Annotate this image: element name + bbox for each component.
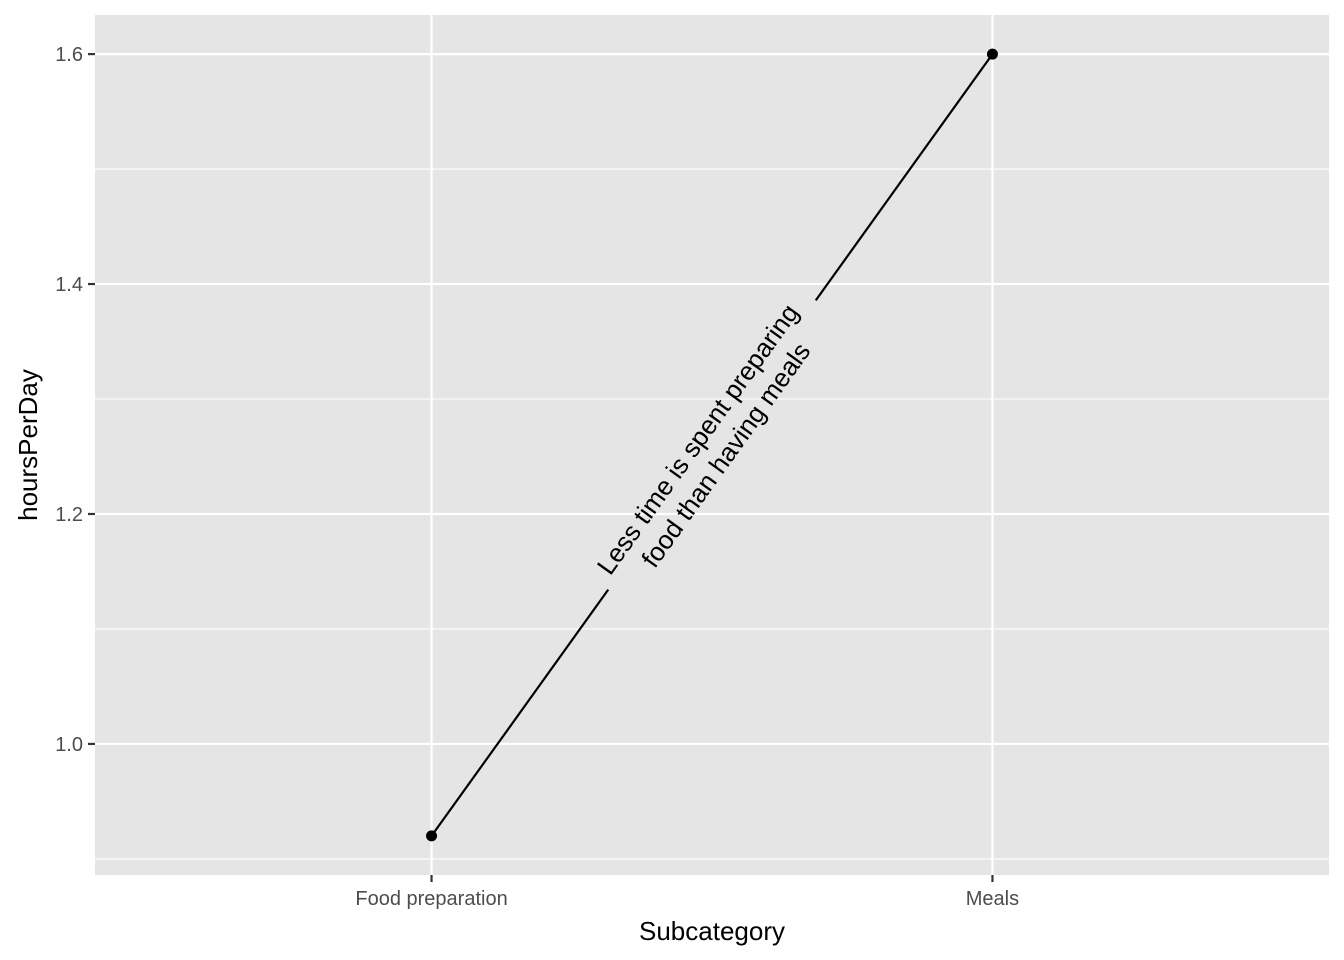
minor-gridlines bbox=[95, 168, 1329, 860]
y-axis-title: hoursPerDay bbox=[13, 369, 43, 521]
data-point bbox=[986, 48, 998, 60]
series-layer bbox=[426, 48, 998, 842]
data-point bbox=[426, 830, 438, 842]
x-tick-label: Meals bbox=[966, 888, 1019, 910]
y-tick-label: 1.2 bbox=[55, 504, 83, 526]
plot-panel bbox=[95, 15, 1329, 875]
series-line-segment bbox=[814, 53, 994, 302]
x-axis: Food preparation Meals bbox=[355, 875, 1019, 910]
major-gridlines bbox=[95, 15, 1329, 875]
x-axis-title: Subcategory bbox=[639, 916, 785, 946]
x-tick-label: Food preparation bbox=[355, 888, 507, 910]
y-axis: 1.0 1.2 1.4 1.6 bbox=[55, 44, 95, 756]
y-tick-label: 1.4 bbox=[55, 274, 83, 296]
series-line-segment bbox=[430, 588, 610, 837]
y-tick-label: 1.0 bbox=[55, 734, 83, 756]
y-tick-label: 1.6 bbox=[55, 44, 83, 66]
